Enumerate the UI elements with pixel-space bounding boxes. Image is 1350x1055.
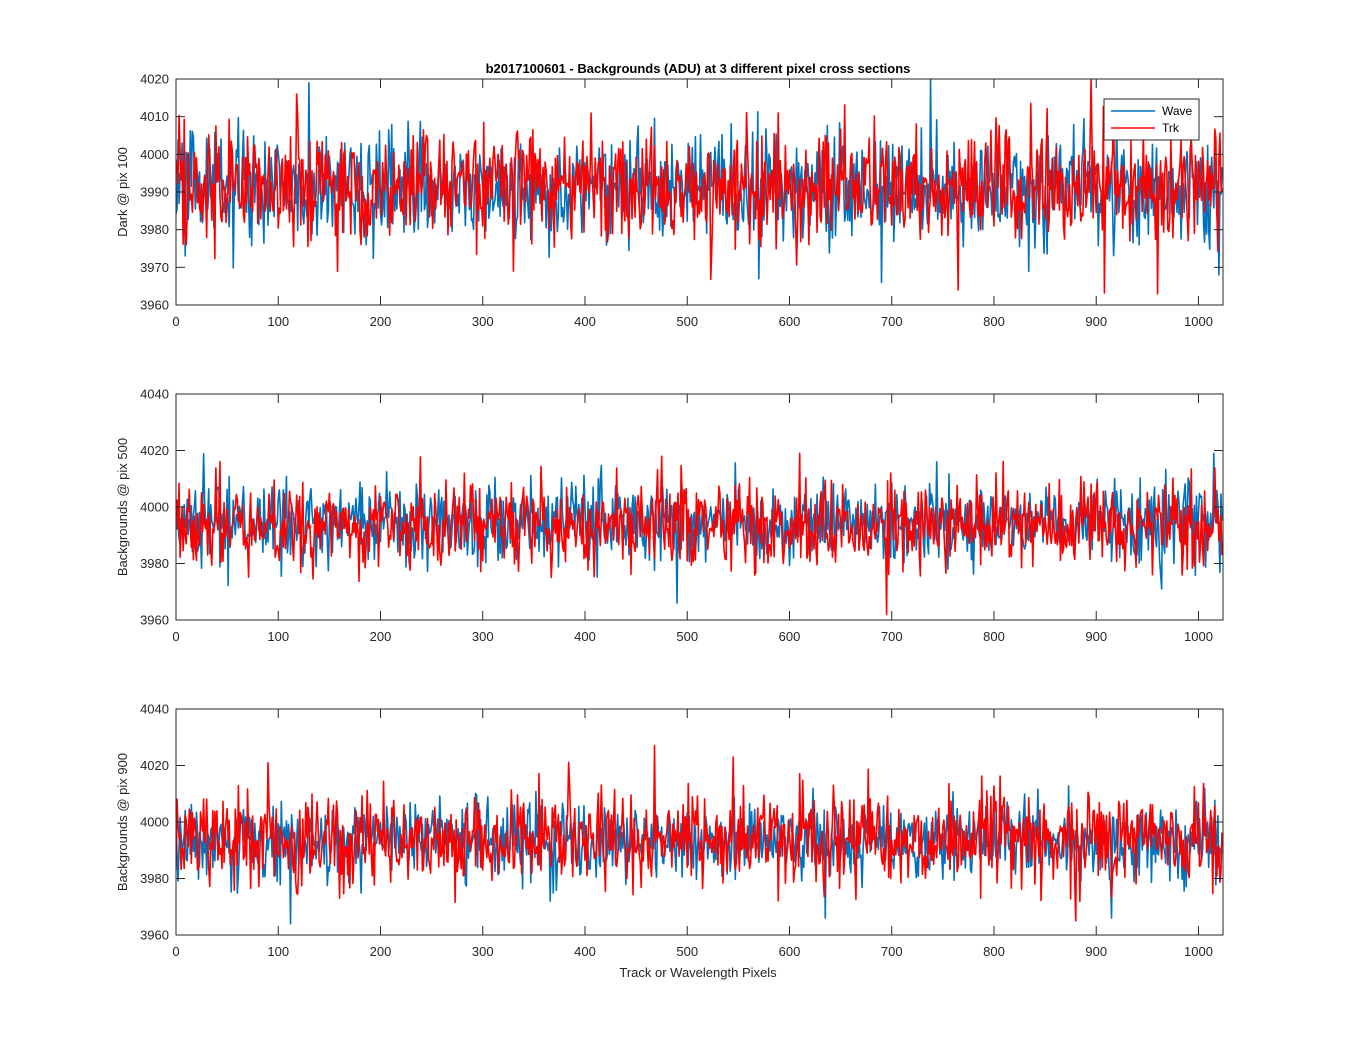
y-tick-label: 3960 (140, 613, 169, 628)
series-line-wave (176, 452, 1223, 604)
series-line-trk (176, 452, 1223, 616)
x-tick-label: 600 (779, 314, 801, 329)
x-tick-label: 1000 (1184, 314, 1213, 329)
subplot-2: 0 100 200 300 400 500 600 700 800 900 1000 3960 3980… (115, 387, 1224, 644)
legend-label-wave: Wave (1162, 104, 1193, 118)
y-tick-label: 4040 (140, 387, 169, 402)
y-tick-label: 4020 (140, 72, 169, 87)
x-tick-label: 200 (370, 629, 392, 644)
x-tick-label: 100 (267, 314, 289, 329)
x-tick-label: 700 (881, 944, 903, 959)
x-tick-label: 500 (676, 629, 698, 644)
x-axis-label: Track or Wavelength Pixels (619, 965, 777, 980)
y-tick-label: 4000 (140, 147, 169, 162)
y-tick-label: 4000 (140, 815, 169, 830)
y-axis-label: Backgrounds @ pix 900 (115, 753, 130, 891)
x-tick-label: 300 (472, 944, 494, 959)
series-group (176, 79, 1223, 295)
y-tick-label: 4010 (140, 109, 169, 124)
series-line-trk (176, 744, 1223, 922)
series-group (176, 452, 1223, 616)
x-tick-label: 0 (172, 629, 179, 644)
y-tick-label: 4020 (140, 443, 169, 458)
y-axis-label: Dark @ pix 100 (115, 147, 130, 237)
x-tick-label: 800 (983, 944, 1005, 959)
x-tick-label: 600 (779, 944, 801, 959)
x-tick-label: 200 (370, 314, 392, 329)
x-tick-label: 300 (472, 629, 494, 644)
y-tick-label: 4000 (140, 500, 169, 515)
legend: Wave Trk (1103, 98, 1200, 141)
x-tick-label: 300 (472, 314, 494, 329)
y-tick-label: 4040 (140, 702, 169, 717)
legend-label-trk: Trk (1162, 121, 1180, 135)
x-tick-label: 100 (267, 629, 289, 644)
y-tick-label: 3990 (140, 185, 169, 200)
x-tick-label: 600 (779, 629, 801, 644)
y-tick-label: 4020 (140, 758, 169, 773)
x-tick-label: 0 (172, 314, 179, 329)
y-tick-label: 3960 (140, 298, 169, 313)
legend-box (1103, 98, 1200, 141)
series-line-trk (176, 79, 1223, 295)
y-axis-label: Backgrounds @ pix 500 (115, 438, 130, 576)
x-tick-label: 500 (676, 944, 698, 959)
x-tick-label: 400 (574, 944, 596, 959)
x-tick-label: 0 (172, 944, 179, 959)
x-tick-label: 700 (881, 629, 903, 644)
x-tick-label: 1000 (1184, 944, 1213, 959)
x-tick-label: 800 (983, 629, 1005, 644)
x-tick-label: 400 (574, 314, 596, 329)
subplot-1: 0 100 200 300 400 500 600 700 800 900 1000 3960 3970… (115, 72, 1224, 329)
subplot-3: 0 100 200 300 400 500 600 700 800 900 1000 3960 3980… (115, 702, 1224, 959)
x-tick-label: 100 (267, 944, 289, 959)
x-tick-label: 400 (574, 629, 596, 644)
plot-area (176, 709, 1223, 935)
x-tick-label: 1000 (1184, 629, 1213, 644)
chart-title: b2017100601 - Backgrounds (ADU) at 3 dif… (486, 61, 911, 76)
y-tick-label: 3980 (140, 871, 169, 886)
series-group (176, 744, 1223, 925)
x-tick-label: 700 (881, 314, 903, 329)
x-tick-label: 800 (983, 314, 1005, 329)
x-tick-label: 500 (676, 314, 698, 329)
x-tick-label: 900 (1085, 629, 1107, 644)
y-tick-label: 3960 (140, 928, 169, 943)
y-tick-label: 3980 (140, 222, 169, 237)
x-tick-label: 900 (1085, 944, 1107, 959)
x-tick-label: 200 (370, 944, 392, 959)
x-tick-label: 900 (1085, 314, 1107, 329)
y-tick-label: 3970 (140, 260, 169, 275)
y-tick-label: 3980 (140, 556, 169, 571)
